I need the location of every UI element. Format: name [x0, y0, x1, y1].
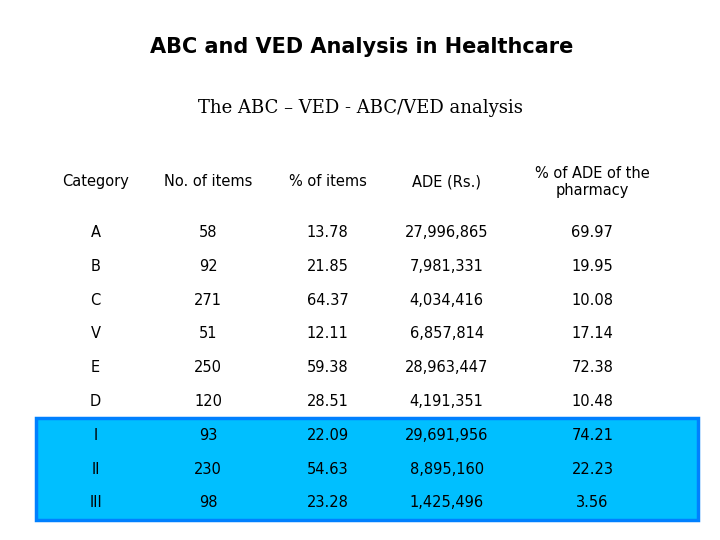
Bar: [36, 148, 698, 215]
Text: 10.08: 10.08: [572, 293, 613, 308]
Text: A: A: [91, 225, 101, 240]
Bar: [36, 384, 698, 418]
Bar: [36, 249, 698, 284]
Text: 4,034,416: 4,034,416: [410, 293, 484, 308]
Text: 8,895,160: 8,895,160: [410, 462, 484, 476]
Bar: [36, 317, 698, 351]
Text: ADE (Rs.): ADE (Rs.): [412, 174, 481, 189]
Text: 21.85: 21.85: [307, 259, 348, 274]
Bar: [36, 351, 698, 384]
Text: 271: 271: [194, 293, 222, 308]
Text: D: D: [90, 394, 102, 409]
Text: V: V: [91, 326, 101, 341]
Text: 93: 93: [199, 428, 217, 443]
Text: 64.37: 64.37: [307, 293, 348, 308]
Text: Category: Category: [62, 174, 129, 189]
Text: ABC and VED Analysis in Healthcare: ABC and VED Analysis in Healthcare: [150, 37, 574, 57]
Text: 28.51: 28.51: [307, 394, 348, 409]
Text: 120: 120: [194, 394, 222, 409]
Text: 1,425,496: 1,425,496: [410, 495, 484, 510]
Text: 23.28: 23.28: [307, 495, 348, 510]
Text: 58: 58: [199, 225, 217, 240]
Text: 74.21: 74.21: [572, 428, 613, 443]
Text: 12.11: 12.11: [307, 326, 348, 341]
Bar: [36, 418, 698, 519]
Text: I: I: [94, 428, 98, 443]
Text: 4,191,351: 4,191,351: [410, 394, 484, 409]
Text: 19.95: 19.95: [572, 259, 613, 274]
Text: 72.38: 72.38: [572, 360, 613, 375]
Text: % of ADE of the
pharmacy: % of ADE of the pharmacy: [535, 165, 649, 198]
Text: 27,996,865: 27,996,865: [405, 225, 488, 240]
Text: 22.09: 22.09: [307, 428, 348, 443]
Text: 17.14: 17.14: [572, 326, 613, 341]
Text: 22.23: 22.23: [572, 462, 613, 476]
Text: E: E: [91, 360, 100, 375]
Text: % of items: % of items: [289, 174, 366, 189]
Bar: [36, 418, 698, 452]
Text: III: III: [89, 495, 102, 510]
Bar: [36, 452, 698, 486]
Text: 51: 51: [199, 326, 217, 341]
Text: 7,981,331: 7,981,331: [410, 259, 484, 274]
Text: B: B: [91, 259, 101, 274]
Text: 13.78: 13.78: [307, 225, 348, 240]
Bar: [36, 486, 698, 519]
Text: 54.63: 54.63: [307, 462, 348, 476]
Text: 92: 92: [199, 259, 217, 274]
Text: 59.38: 59.38: [307, 360, 348, 375]
Text: No. of items: No. of items: [164, 174, 253, 189]
Text: 3.56: 3.56: [576, 495, 608, 510]
Bar: [36, 215, 698, 249]
Text: II: II: [91, 462, 100, 476]
Text: 6,857,814: 6,857,814: [410, 326, 484, 341]
Text: 250: 250: [194, 360, 222, 375]
Text: 29,691,956: 29,691,956: [405, 428, 488, 443]
Text: 69.97: 69.97: [572, 225, 613, 240]
Text: 98: 98: [199, 495, 217, 510]
Text: C: C: [91, 293, 101, 308]
Text: The ABC – VED - ABC/VED analysis: The ABC – VED - ABC/VED analysis: [197, 99, 523, 117]
Text: 28,963,447: 28,963,447: [405, 360, 488, 375]
Text: 230: 230: [194, 462, 222, 476]
Text: 10.48: 10.48: [572, 394, 613, 409]
Bar: [36, 284, 698, 317]
